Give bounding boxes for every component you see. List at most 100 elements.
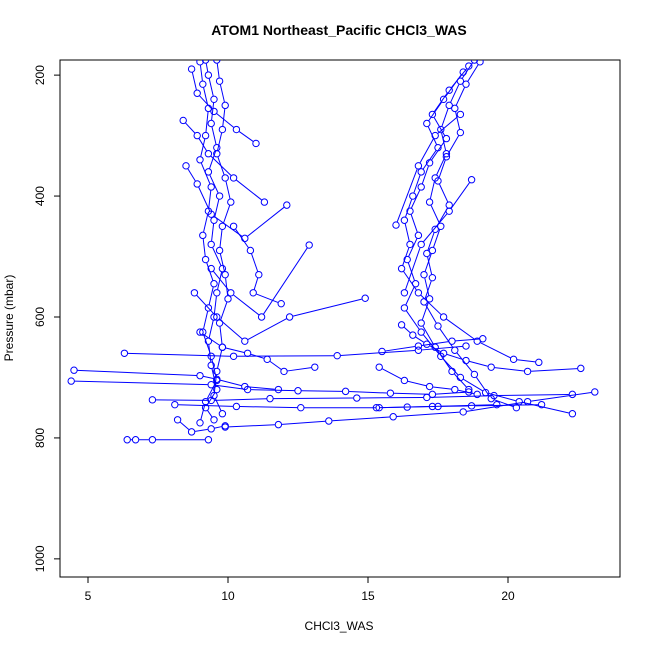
series-line [225, 347, 245, 353]
series-line [199, 65, 203, 81]
series-line [191, 72, 197, 90]
series-line [436, 156, 446, 175]
data-point [400, 289, 409, 297]
data-point [229, 174, 238, 182]
series-line [433, 386, 452, 390]
series-line [199, 95, 212, 110]
series-line [208, 78, 214, 97]
series-line [202, 238, 206, 257]
series-line [424, 253, 432, 272]
data-point [470, 370, 479, 379]
data-point [442, 134, 451, 143]
data-point [207, 352, 215, 360]
data-point [252, 139, 260, 148]
series-line [203, 87, 209, 106]
series-line [340, 349, 415, 356]
data-point [392, 221, 400, 229]
series-line [216, 113, 234, 128]
data-point [187, 65, 196, 73]
series-line [198, 186, 211, 212]
data-point [210, 107, 218, 116]
data-point [439, 313, 448, 321]
series-line [408, 238, 418, 257]
series-line [235, 228, 249, 248]
data-point [207, 361, 215, 370]
series-line [455, 338, 480, 342]
series-line [427, 256, 433, 275]
series-line [488, 393, 516, 402]
data-point [243, 385, 252, 394]
series-line [385, 346, 416, 352]
data-point [425, 295, 434, 303]
series-line [415, 336, 425, 343]
data-point [445, 86, 453, 94]
series-line [213, 271, 229, 291]
data-point [462, 356, 470, 365]
data-point [414, 162, 423, 170]
data-point [196, 419, 204, 427]
series-line [423, 213, 448, 243]
data-point [218, 410, 227, 418]
series-line [217, 271, 223, 290]
data-point [255, 270, 263, 279]
data-point [221, 101, 229, 110]
data-point [406, 207, 414, 215]
series-line [77, 369, 197, 376]
series-line [421, 341, 449, 347]
series-line [419, 138, 434, 164]
data-point [207, 264, 215, 273]
y-tick-label: 600 [33, 307, 47, 327]
data-point [406, 240, 414, 249]
series-line [403, 271, 417, 291]
data-point [227, 198, 235, 206]
series-line [403, 326, 411, 334]
x-tick-label: 20 [501, 589, 515, 603]
series-line [237, 355, 334, 357]
series-line [213, 296, 217, 314]
data-point [204, 436, 213, 444]
data-point [417, 328, 425, 336]
series-line [251, 389, 295, 392]
y-axis: 200 400 600 800 1000 [33, 65, 60, 572]
data-point [325, 417, 333, 425]
data-point [423, 393, 431, 402]
series-line [185, 122, 196, 134]
data-point [434, 143, 442, 152]
series-line [208, 287, 214, 305]
series-line [382, 368, 402, 380]
y-tick-label: 1000 [33, 545, 47, 572]
data-point [193, 180, 201, 188]
data-point [221, 174, 229, 182]
data-point [213, 375, 221, 383]
data-point [428, 110, 437, 119]
series-line [216, 63, 220, 78]
series-line [494, 367, 525, 372]
data-point [232, 125, 241, 134]
data-point [437, 222, 445, 230]
data-point [190, 289, 199, 297]
data-point [294, 387, 302, 395]
series-line [222, 108, 226, 127]
series-line [450, 182, 470, 209]
data-point [420, 270, 428, 279]
series-line [421, 165, 429, 184]
data-point [434, 402, 442, 411]
series-line [208, 190, 212, 208]
data-point [182, 162, 190, 170]
series-line [212, 247, 222, 266]
series-line [220, 379, 242, 387]
data-point [417, 240, 425, 249]
plot-area [67, 60, 599, 444]
data-point [493, 400, 501, 409]
series-line [405, 247, 421, 290]
series-line [475, 377, 490, 397]
data-point [285, 313, 294, 321]
series-line [273, 397, 354, 400]
series-line [196, 295, 215, 315]
data-point [204, 150, 213, 158]
series-line [422, 150, 437, 170]
series-line [205, 63, 209, 72]
series-line [413, 175, 421, 193]
series-line [205, 111, 209, 133]
